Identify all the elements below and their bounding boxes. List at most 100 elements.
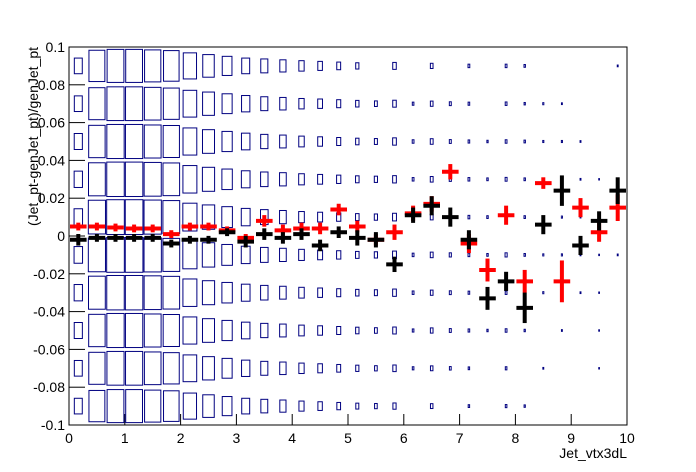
- box: [504, 252, 508, 258]
- box: [260, 58, 269, 74]
- box: [429, 62, 434, 70]
- box: [317, 249, 324, 261]
- box: [73, 359, 83, 377]
- box: [392, 99, 397, 108]
- x-tick-label: 4: [288, 430, 296, 446]
- box: [374, 402, 378, 410]
- y-tick-label: 0.02: [38, 190, 65, 206]
- box: [162, 200, 181, 235]
- box: [317, 325, 323, 336]
- box: [106, 86, 125, 122]
- box: [260, 284, 269, 301]
- box: [162, 352, 180, 385]
- box: [542, 253, 545, 257]
- box: [429, 251, 434, 259]
- box: [486, 177, 489, 182]
- box: [598, 253, 600, 257]
- box: [182, 52, 198, 80]
- x-tick-label: 10: [619, 430, 635, 446]
- box: [598, 178, 600, 181]
- box: [504, 63, 508, 69]
- box: [336, 61, 342, 71]
- box: [523, 64, 526, 68]
- box: [240, 321, 251, 340]
- box: [73, 57, 83, 75]
- box: [162, 162, 181, 197]
- box: [411, 139, 415, 144]
- box: [88, 389, 106, 423]
- box: [125, 48, 143, 83]
- x-tick-label: 5: [344, 430, 352, 446]
- y-tick-label: 0.04: [38, 152, 65, 168]
- box: [143, 275, 162, 311]
- box: [124, 237, 144, 273]
- box: [373, 327, 378, 334]
- box: [486, 139, 489, 144]
- box: [355, 175, 360, 184]
- box: [467, 214, 471, 220]
- box: [88, 87, 106, 121]
- box: [143, 124, 162, 159]
- box: [560, 102, 563, 106]
- box: [486, 253, 489, 257]
- box: [598, 367, 600, 370]
- x-tick-label: 3: [233, 430, 241, 446]
- box: [523, 139, 526, 144]
- box: [182, 202, 198, 232]
- box: [201, 166, 216, 192]
- box: [504, 101, 508, 106]
- box: [523, 253, 526, 257]
- box: [73, 322, 83, 339]
- box: [88, 313, 106, 348]
- box: [240, 132, 251, 151]
- box: [542, 139, 545, 144]
- box: [598, 291, 600, 294]
- y-axis-label: (Jet_pt-genJet_pt)/genJet_pt: [25, 47, 41, 226]
- box: [298, 135, 305, 148]
- box: [317, 60, 323, 71]
- box: [260, 360, 269, 376]
- box: [317, 136, 323, 147]
- box: [143, 313, 162, 348]
- box: [241, 359, 251, 377]
- box: [336, 363, 342, 373]
- y-tick-label: -0.06: [33, 341, 65, 357]
- box: [560, 215, 563, 219]
- box: [355, 326, 360, 335]
- box: [241, 57, 251, 75]
- box: [162, 237, 181, 272]
- box: [579, 140, 582, 143]
- y-tick-label: 0.08: [38, 77, 65, 93]
- box: [106, 312, 125, 349]
- box: [448, 139, 452, 144]
- box: [125, 389, 143, 424]
- box: [429, 365, 434, 372]
- box: [279, 209, 287, 225]
- box: [221, 93, 233, 115]
- box: [144, 49, 162, 83]
- x-tick-label: 0: [65, 430, 73, 446]
- box: [73, 284, 83, 302]
- box: [467, 139, 471, 144]
- box: [429, 138, 434, 145]
- y-tick-label: 0: [57, 228, 65, 244]
- box: [355, 288, 360, 297]
- box: [241, 397, 251, 415]
- box: [336, 250, 342, 260]
- box: [73, 397, 83, 415]
- box: [448, 366, 452, 371]
- box: [298, 173, 305, 186]
- box: [448, 101, 452, 107]
- box: [355, 402, 360, 410]
- box: [279, 96, 287, 111]
- box: [298, 286, 305, 299]
- box: [355, 213, 360, 222]
- box: [201, 280, 216, 306]
- box: [355, 364, 360, 372]
- box: [124, 123, 144, 160]
- box: [182, 127, 198, 156]
- box: [279, 399, 287, 413]
- box: [523, 328, 526, 333]
- box: [221, 396, 233, 417]
- box: [392, 402, 397, 410]
